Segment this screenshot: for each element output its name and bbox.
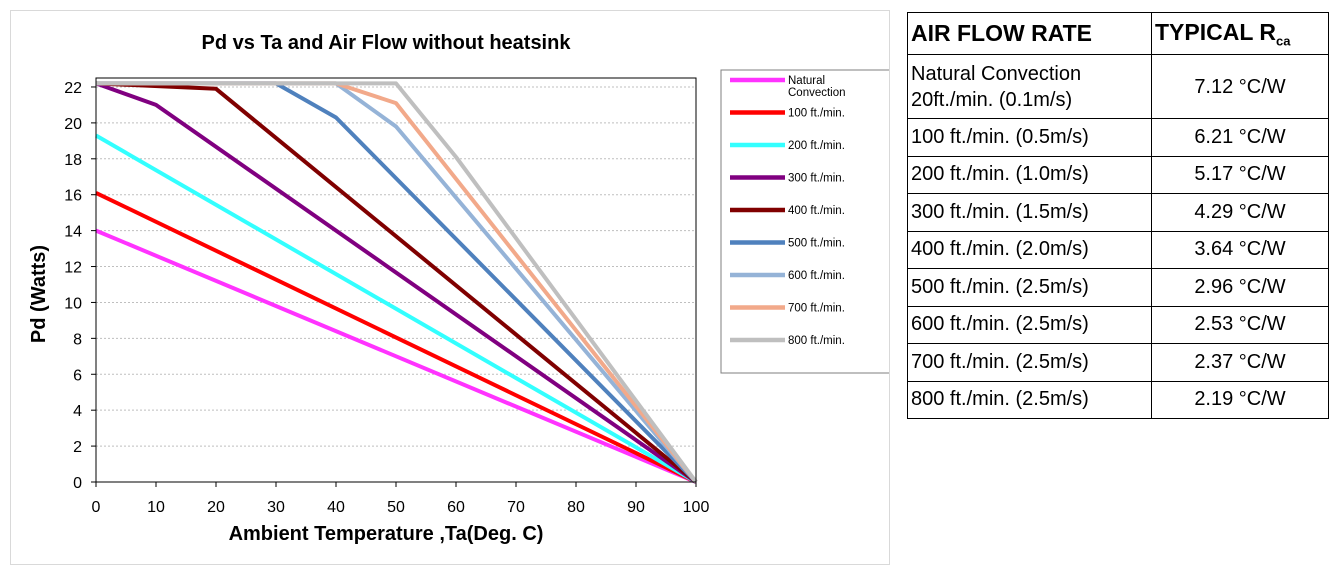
y-tick-label: 20 — [64, 116, 82, 133]
series-line-5 — [96, 81, 698, 484]
table-row: 300 ft./min. (1.5m/s) 4.29 °C/W — [907, 193, 1329, 232]
rate-cell: 800 ft./min. (2.5m/s) — [907, 380, 1152, 419]
rate-cell: 600 ft./min. (2.5m/s) — [907, 305, 1152, 344]
value-cell: 4.29 °C/W — [1151, 193, 1329, 232]
y-tick-label: 12 — [64, 260, 82, 277]
legend-label: 300 ft./min. — [788, 173, 845, 185]
legend-box — [720, 69, 889, 374]
x-tick-label: 80 — [567, 499, 585, 516]
rate-cell: 700 ft./min. (2.5m/s) — [907, 343, 1152, 382]
legend: Natural Convection 100 ft./min. 200 ft./min… — [720, 69, 889, 374]
series-line-8 — [96, 81, 698, 484]
table-row: 400 ft./min. (2.0m/s) 3.64 °C/W — [907, 230, 1329, 269]
value-cell: 3.64 °C/W — [1151, 230, 1329, 269]
value-cell: 2.96 °C/W — [1151, 268, 1329, 307]
rca-table-wrap: AIR FLOW RATE TYPICAL Rca Natural Convec… — [907, 12, 1329, 419]
y-axis-title: Pd (Watts) — [28, 245, 50, 343]
y-tick-label: 4 — [73, 403, 82, 420]
value-cell: 2.19 °C/W — [1151, 380, 1329, 419]
value-cell: 7.12 °C/W — [1151, 54, 1329, 119]
x-tick-label: 40 — [327, 499, 345, 516]
x-tick-label: 70 — [507, 499, 525, 516]
value-cell: 5.17 °C/W — [1151, 155, 1329, 194]
series-line-6 — [96, 81, 698, 484]
series-line-7 — [96, 81, 698, 484]
legend-label: 200 ft./min. — [788, 140, 845, 152]
plot-area-border — [95, 77, 697, 483]
legend-label: Natural Convection — [788, 75, 846, 99]
table-row: 600 ft./min. (2.5m/s) 2.53 °C/W — [907, 305, 1329, 344]
y-tick-label: 0 — [73, 475, 82, 492]
table-row: 700 ft./min. (2.5m/s) 2.37 °C/W — [907, 343, 1329, 382]
grid-layer — [91, 86, 697, 487]
chart-svg: Pd vs Ta and Air Flow without heatsink 0… — [28, 32, 889, 545]
y-tick-label: 14 — [64, 224, 82, 241]
table-row: Natural Convection 20ft./min. (0.1m/s) 7.… — [907, 54, 1329, 119]
y-tick-label: 18 — [64, 152, 82, 169]
chart-panel: Pd vs Ta and Air Flow without heatsink 0… — [10, 10, 890, 565]
y-tick-label: 10 — [64, 295, 82, 312]
legend-label: 500 ft./min. — [788, 238, 845, 250]
y-tick-label: 2 — [73, 439, 82, 456]
series-line-2 — [94, 133, 698, 484]
y-tick-label: 8 — [73, 331, 82, 348]
x-tick-labels: 0 10 20 30 40 50 60 70 80 90 100 — [92, 499, 710, 516]
x-tick-label: 100 — [683, 499, 710, 516]
rate-cell: 500 ft./min. (2.5m/s) — [907, 268, 1152, 307]
header-air-flow-rate: AIR FLOW RATE — [907, 12, 1152, 55]
x-tick-label: 20 — [207, 499, 225, 516]
value-cell: 2.53 °C/W — [1151, 305, 1329, 344]
table-row: 200 ft./min. (1.0m/s) 5.17 °C/W — [907, 155, 1329, 194]
legend-label: 700 ft./min. — [788, 303, 845, 315]
rate-line-2: 20ft./min. (0.1m/s) — [911, 88, 1073, 111]
table-row: 100 ft./min. (0.5m/s) 6.21 °C/W — [907, 118, 1329, 157]
rate-cell: 100 ft./min. (0.5m/s) — [907, 118, 1152, 157]
rca-table: AIR FLOW RATE TYPICAL Rca Natural Convec… — [907, 12, 1329, 419]
x-tick-label: 10 — [147, 499, 165, 516]
x-axis-title: Ambient Temperature ,Ta(Deg. C) — [229, 523, 544, 545]
series-line-4 — [95, 81, 698, 484]
chart-title: Pd vs Ta and Air Flow without heatsink — [202, 32, 572, 54]
rate-line-1: Natural Convection — [911, 62, 1082, 85]
y-tick-label: 6 — [73, 367, 82, 384]
x-tick-label: 0 — [92, 499, 101, 516]
legend-items: Natural Convection 100 ft./min. 200 ft./min… — [730, 75, 846, 347]
rate-cell: 400 ft./min. (2.0m/s) — [907, 230, 1152, 269]
value-cell: 6.21 °C/W — [1151, 118, 1329, 157]
rate-cell: 200 ft./min. (1.0m/s) — [907, 155, 1152, 194]
header-typical-rca: TYPICAL Rca — [1151, 12, 1329, 55]
header-ca-subscript: ca — [1275, 33, 1291, 49]
series-layer — [94, 81, 698, 484]
legend-label: 100 ft./min. — [788, 108, 845, 120]
y-tick-labels: 0 2 4 6 8 10 12 14 16 18 20 22 — [64, 80, 82, 492]
x-tick-label: 50 — [387, 499, 405, 516]
x-tick-label: 30 — [267, 499, 285, 516]
table-row: 500 ft./min. (2.5m/s) 2.96 °C/W — [907, 268, 1329, 307]
header-typical-text: TYPICAL R — [1155, 18, 1276, 45]
series-line-1 — [95, 191, 697, 484]
y-tick-label: 22 — [64, 80, 82, 97]
series-line-3 — [95, 81, 698, 484]
table-header-row: AIR FLOW RATE TYPICAL Rca — [907, 12, 1329, 55]
legend-label: 800 ft./min. — [788, 335, 845, 347]
table-row: 800 ft./min. (2.5m/s) 2.19 °C/W — [907, 380, 1329, 419]
x-tick-label: 90 — [627, 499, 645, 516]
rate-cell: Natural Convection 20ft./min. (0.1m/s) — [907, 54, 1152, 119]
series-line-0 — [95, 228, 697, 484]
x-tick-label: 60 — [447, 499, 465, 516]
rate-cell: 300 ft./min. (1.5m/s) — [907, 193, 1152, 232]
legend-label: 400 ft./min. — [788, 205, 845, 217]
y-tick-label: 16 — [64, 188, 82, 205]
value-cell: 2.37 °C/W — [1151, 343, 1329, 382]
legend-label: 600 ft./min. — [788, 270, 845, 282]
